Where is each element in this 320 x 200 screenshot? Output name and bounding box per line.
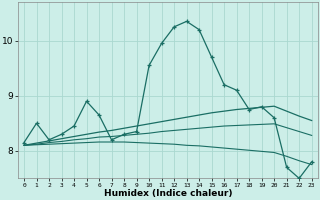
X-axis label: Humidex (Indice chaleur): Humidex (Indice chaleur) <box>104 189 232 198</box>
